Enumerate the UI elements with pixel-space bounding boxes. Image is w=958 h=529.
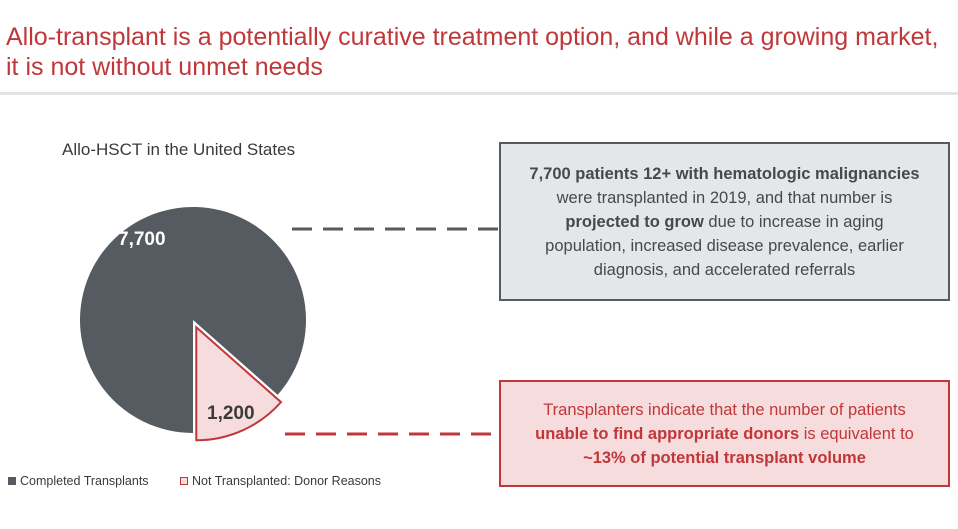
callout-red-bold1: unable to find appropriate donors: [535, 424, 800, 443]
pie-slice-completed: [80, 207, 306, 433]
callout-red-bold2: ~13% of potential transplant volume: [583, 448, 866, 467]
legend-label-completed: Completed Transplants: [20, 474, 149, 488]
legend-item-donor: Not Transplanted: Donor Reasons: [180, 474, 381, 488]
title-divider: [0, 92, 958, 95]
callout-gray-bold1: 7,700 patients 12+ with hematologic mali…: [529, 164, 920, 183]
callout-gray-text1: were transplanted in 2019, and that numb…: [556, 188, 893, 207]
legend-label-donor: Not Transplanted: Donor Reasons: [192, 474, 381, 488]
callout-transplant-growth: 7,700 patients 12+ with hematologic mali…: [499, 142, 950, 301]
data-label-donor: 1,200: [207, 403, 255, 424]
callout-red-text2: is equivalent to: [799, 424, 914, 443]
callout-red-text1: Transplanters indicate that the number o…: [543, 400, 906, 419]
page-title: Allo-transplant is a potentially curativ…: [6, 23, 939, 81]
callout-donor-unmet-need: Transplanters indicate that the number o…: [499, 380, 950, 487]
legend-item-completed: Completed Transplants: [8, 474, 149, 488]
legend-swatch-completed: [8, 477, 16, 485]
pie-slice-donor: [195, 325, 283, 442]
data-label-completed: 7,700: [118, 229, 166, 250]
legend-swatch-donor: [180, 477, 188, 485]
chart-title: Allo-HSCT in the United States: [62, 140, 296, 159]
callout-gray-bold2: projected to grow: [565, 212, 704, 231]
callout-gray-text2: due to increase in aging population, inc…: [545, 212, 904, 279]
